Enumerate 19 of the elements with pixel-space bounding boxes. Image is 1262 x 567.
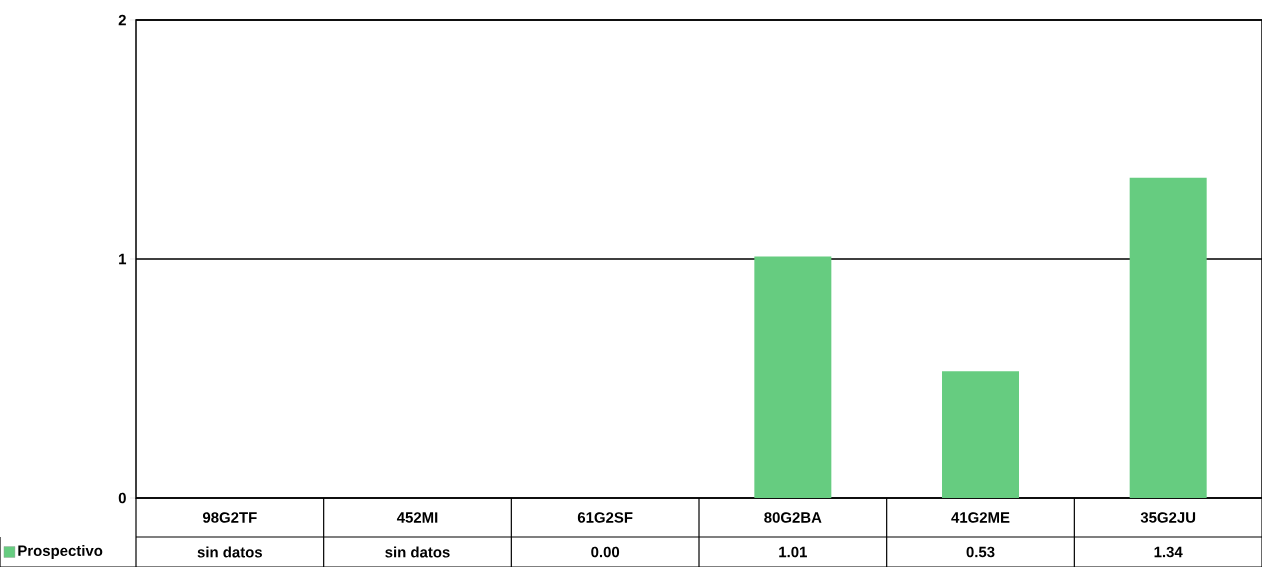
bar [1129, 177, 1207, 498]
text: 1.01 [779, 546, 807, 558]
legend-label: Prospectivo [18, 545, 103, 559]
bar [754, 256, 832, 498]
y-tick-label: 0 [118, 492, 126, 504]
x-tick-label: 98G2TF [202, 512, 257, 523]
x-tick-label: 452MI [396, 512, 438, 523]
text: sin datos [385, 546, 450, 558]
y-tick-label: 1 [119, 253, 127, 265]
x-tick-label: 35G2JU [1140, 512, 1196, 523]
text: sin datos [197, 546, 262, 558]
bar [942, 371, 1020, 498]
text: 1.34 [1154, 546, 1183, 558]
x-tick-label: 41G2ME [951, 512, 1010, 523]
x-tick-label: 61G2SF [577, 512, 633, 523]
text: 0.53 [966, 546, 995, 558]
x-tick-label: 80G2BA [764, 512, 822, 523]
text: 0.00 [591, 546, 620, 558]
y-tick-label: 2 [118, 14, 126, 26]
